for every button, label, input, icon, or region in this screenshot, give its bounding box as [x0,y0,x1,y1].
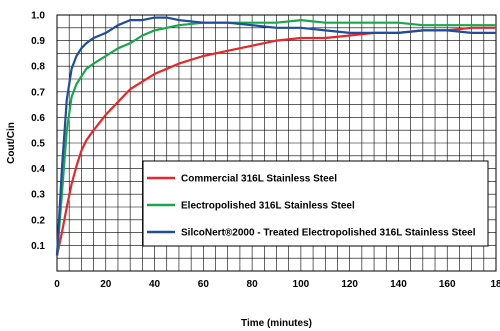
x-axis-ticks: 0 20 40 60 80 100 120 140 160 18 [54,279,500,290]
legend-label-3: SilcoNert®2000 - Treated Electropolished… [181,228,476,239]
y-tick-label: 0.6 [31,113,45,124]
x-tick-label: 140 [390,279,407,290]
legend-label-2: Electropolished 316L Stainless Steel [181,201,355,212]
y-tick-label: 0.5 [31,139,45,150]
x-tick-label: 60 [198,279,210,290]
y-tick-label: 0.7 [31,87,45,98]
x-tick-label: 160 [439,279,456,290]
y-axis-ticks: 0.1 0.2 0.3 0.4 0.5 0.6 0.7 0.8 0.9 1.0 [31,11,45,252]
x-axis-title: Time (minutes) [241,318,312,329]
x-tick-label: 120 [341,279,358,290]
series-line-2 [55,19,496,256]
legend-box [142,160,489,247]
x-tick-label: 18 [490,279,500,290]
x-tick-label: 80 [247,279,259,290]
legend: Commercial 316L Stainless Steel Electropo… [142,160,489,247]
y-tick-label: 0.2 [31,215,45,226]
x-tick-label: 0 [54,279,60,290]
x-tick-label: 40 [149,279,161,290]
y-tick-label: 0.3 [31,190,45,201]
y-tick-label: 1.0 [31,11,45,22]
y-tick-label: 0.4 [31,164,45,175]
y-tick-label: 0.8 [31,62,45,73]
legend-label-1: Commercial 316L Stainless Steel [181,174,337,185]
plot-frame [56,14,497,272]
y-tick-label: 0.9 [31,36,45,47]
x-tick-label: 20 [100,279,112,290]
y-tick-label: 0.1 [31,241,45,252]
y-axis-title: Cout/Cin [6,122,17,164]
series-line-3 [55,16,496,256]
series-layer [55,16,496,256]
x-tick-label: 100 [293,279,310,290]
